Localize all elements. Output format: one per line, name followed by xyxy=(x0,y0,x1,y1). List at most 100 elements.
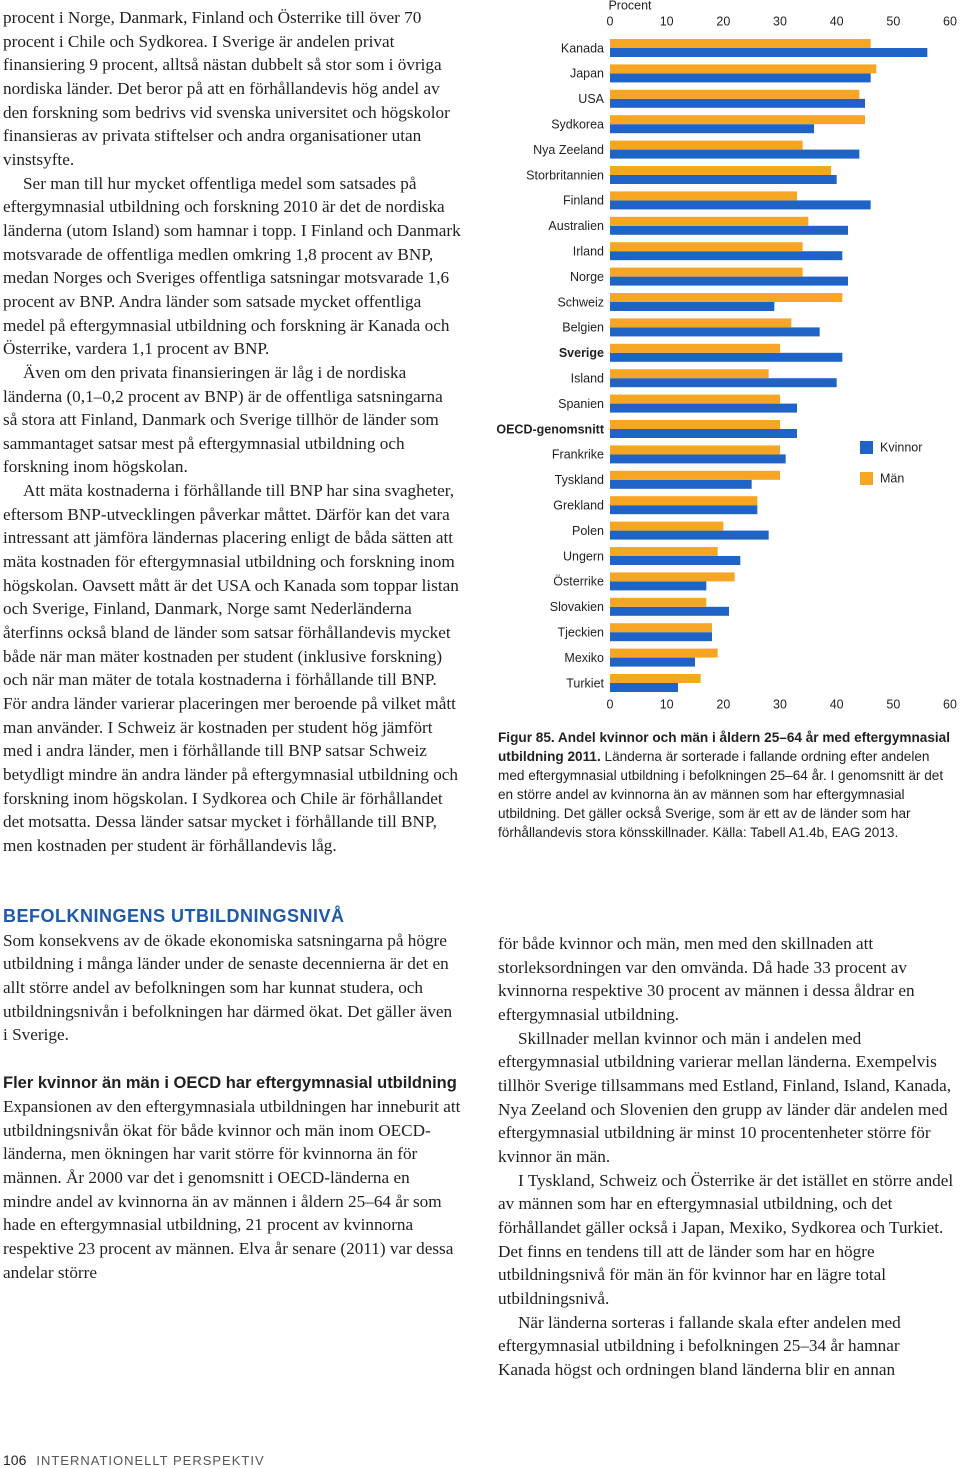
y-tick-label: Frankrike xyxy=(552,448,604,462)
y-tick-label: Irland xyxy=(573,244,604,258)
y-tick-label: Kanada xyxy=(561,41,604,55)
bar xyxy=(610,166,831,175)
bar xyxy=(610,216,809,226)
x-tick-label: 60 xyxy=(943,14,957,28)
y-tick-label: OECD-genomsnitt xyxy=(496,422,604,436)
bar xyxy=(610,470,780,480)
legend-swatch xyxy=(860,441,873,454)
bar xyxy=(610,606,729,616)
y-tick-label: Ungern xyxy=(563,549,604,563)
bar xyxy=(610,89,860,99)
bar xyxy=(610,530,769,540)
bar xyxy=(610,572,735,582)
bar xyxy=(610,302,775,311)
y-tick-label: Nya Zeeland xyxy=(533,143,604,157)
y-tick-label: Mexiko xyxy=(564,651,604,665)
paragraph: När länderna sorteras i fallande skala e… xyxy=(498,1312,901,1379)
bar xyxy=(610,115,865,125)
bar xyxy=(610,39,871,48)
bar xyxy=(610,276,848,286)
y-tick-label: Sverige xyxy=(559,346,604,360)
x-tick-label: 30 xyxy=(773,14,787,28)
bar xyxy=(610,352,843,362)
x-tick-label: 20 xyxy=(716,14,730,28)
bar xyxy=(610,327,820,337)
x-tick-label: 50 xyxy=(886,14,900,28)
bar xyxy=(610,200,871,210)
x-tick-label: 60 xyxy=(943,697,957,711)
y-tick-label: Island xyxy=(571,371,604,385)
bar xyxy=(610,429,797,438)
x-tick-label: 20 xyxy=(716,697,730,711)
section-heading: BEFOLKNINGENS UTBILDNINGSNIVÅ xyxy=(3,905,345,926)
bar xyxy=(610,556,741,565)
y-tick-label: USA xyxy=(578,92,604,106)
bar xyxy=(610,403,797,413)
y-tick-label: Tjeckien xyxy=(557,625,604,639)
y-tick-label: Schweiz xyxy=(557,295,604,309)
bar xyxy=(610,394,780,404)
figure-caption: Figur 85. Andel kvinnor och män i åldern… xyxy=(498,729,956,842)
bar xyxy=(610,581,707,591)
bar xyxy=(610,420,780,429)
bar xyxy=(610,597,707,607)
legend-label: Män xyxy=(880,471,904,485)
y-tick-label: Slovakien xyxy=(550,600,604,614)
bar xyxy=(610,149,860,159)
y-tick-label: Tyskland xyxy=(555,473,604,487)
y-tick-label: Sydkorea xyxy=(551,117,604,131)
subheading: Fler kvinnor än män i OECD har eftergymn… xyxy=(3,1073,457,1092)
y-tick-label: Turkiet xyxy=(566,676,604,690)
y-tick-label: Storbritannien xyxy=(526,168,604,182)
x-tick-label: 0 xyxy=(607,697,614,711)
bar xyxy=(610,521,724,531)
bar xyxy=(610,445,780,455)
paragraph: för både kvinnor och män, men med den sk… xyxy=(498,934,915,1024)
bar xyxy=(610,505,758,515)
x-tick-label: 40 xyxy=(830,14,844,28)
y-tick-label: Österrike xyxy=(553,575,604,589)
paragraph: I Tyskland, Schweiz och Österrike är det… xyxy=(498,1170,954,1308)
chart: Procent 0 0 10 10 20 20 30 30 40 40 50 50 60 60 Kanada J… xyxy=(496,0,957,711)
paragraph: Ser man till hur mycket offentliga medel… xyxy=(3,173,461,359)
paragraph: Även om den privata finansieringen är lå… xyxy=(3,362,443,477)
bar xyxy=(610,251,843,261)
caption-title: Figur 85. Andel kvinnor och män i åldern… xyxy=(498,730,951,764)
caption-text: Länderna är sorterade i fallande ordning… xyxy=(498,748,944,840)
y-tick-label: Japan xyxy=(570,67,604,81)
x-tick-label: 50 xyxy=(886,697,900,711)
bar xyxy=(610,343,780,353)
axis-title: Procent xyxy=(608,0,652,12)
bar xyxy=(610,369,769,379)
paragraph: procent i Norge, Danmark, Finland och Ös… xyxy=(3,8,450,169)
paragraph: Expansionen av den eftergymnasiala utbil… xyxy=(3,1096,461,1282)
y-tick-label: Grekland xyxy=(553,498,604,512)
x-tick-label: 10 xyxy=(660,14,674,28)
legend-swatch xyxy=(860,472,873,485)
bar xyxy=(610,657,695,667)
bar xyxy=(610,124,814,134)
y-tick-label: Finland xyxy=(563,194,604,208)
paragraph: Att mäta kostnaderna i förhållande till … xyxy=(3,481,459,855)
bar xyxy=(610,479,752,489)
x-tick-label: 30 xyxy=(773,697,787,711)
bar xyxy=(610,73,871,83)
bar xyxy=(610,225,848,235)
bar xyxy=(610,293,843,302)
bar xyxy=(610,48,928,57)
bar xyxy=(610,267,803,277)
bar xyxy=(610,496,758,506)
y-tick-label: Spanien xyxy=(558,397,604,411)
bar xyxy=(610,378,837,388)
legend-label: Kvinnor xyxy=(880,440,922,454)
bar xyxy=(610,623,712,633)
x-tick-label: 0 xyxy=(607,14,614,28)
bar xyxy=(610,318,792,328)
section-name: INTERNATIONELLT PERSPEKTIV xyxy=(36,1453,265,1468)
bar xyxy=(610,632,712,642)
page-number: 106 xyxy=(3,1452,27,1468)
bar xyxy=(610,175,837,184)
bar xyxy=(610,648,718,658)
bar xyxy=(610,98,865,108)
